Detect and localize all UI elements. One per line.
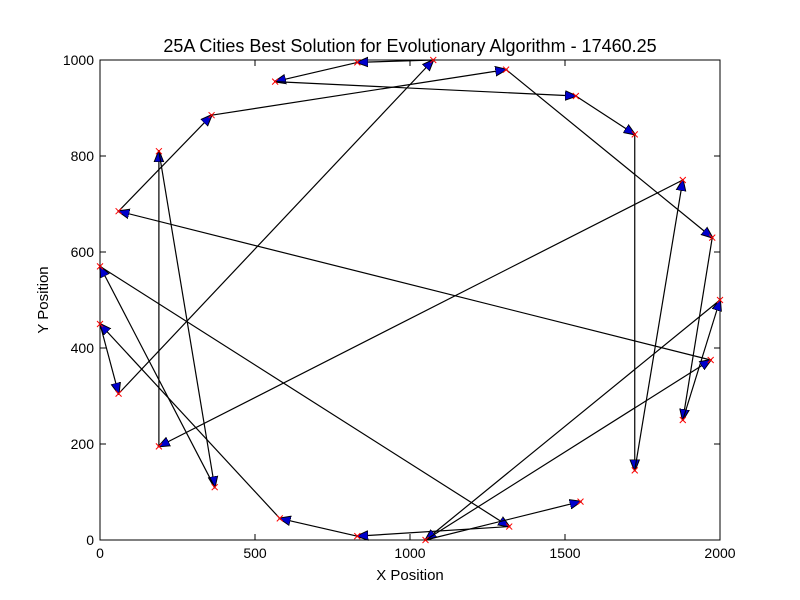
y-axis: 0 200 400 600 800 1000 (63, 52, 720, 548)
route-segment (211, 70, 507, 116)
city-point (679, 176, 687, 184)
x-tick-label: 1500 (549, 545, 580, 561)
city-point (276, 515, 284, 522)
route-segment (275, 61, 358, 81)
y-tick-label: 600 (71, 244, 95, 260)
x-tick-label: 500 (243, 545, 267, 561)
route-segment (357, 60, 434, 62)
city-point (429, 56, 437, 64)
city-point (96, 320, 104, 328)
route-segment (683, 237, 713, 420)
city-point (211, 483, 219, 491)
city-point (422, 536, 429, 544)
city-point (155, 443, 163, 450)
city-point (505, 523, 513, 530)
city-point (707, 356, 715, 364)
city-point (708, 234, 716, 241)
y-tick-label: 0 (86, 532, 94, 548)
route-lines (100, 60, 720, 540)
city-point (115, 207, 122, 215)
city-point (353, 532, 361, 540)
route-segment (575, 95, 635, 134)
plot-area (99, 59, 721, 541)
city-point (631, 467, 639, 474)
city-point (208, 111, 215, 119)
route-segment (634, 180, 683, 471)
route-segment (275, 81, 576, 96)
city-point (572, 92, 580, 100)
x-tick-label: 2000 (704, 545, 735, 561)
route-segment (426, 299, 721, 540)
route-segment (425, 360, 711, 541)
route-segment (118, 60, 434, 395)
city-point (353, 59, 361, 66)
city-point (96, 263, 104, 270)
x-axis: 0 500 1000 1500 2000 (96, 60, 736, 561)
route-segment (119, 211, 711, 361)
city-point (271, 78, 279, 85)
city-point (155, 147, 163, 155)
route-segment (425, 502, 581, 541)
route-segment (100, 266, 216, 488)
city-point (679, 416, 687, 424)
y-tick-label: 400 (71, 340, 95, 356)
y-tick-label: 1000 (63, 52, 94, 68)
route-segment (158, 151, 215, 487)
city-markers (96, 56, 724, 544)
chart-title: 25A Cities Best Solution for Evolutionar… (163, 36, 656, 56)
route-segment (280, 518, 358, 537)
route-segment (99, 265, 509, 526)
route-segment (505, 69, 712, 238)
x-tick-label: 0 (96, 545, 104, 561)
y-tick-label: 200 (71, 436, 95, 452)
route-segment (118, 115, 212, 212)
city-point (631, 131, 639, 138)
route-segment (100, 324, 281, 519)
y-axis-label: Y Position (35, 266, 52, 333)
city-point (502, 66, 510, 73)
y-tick-label: 800 (71, 148, 95, 164)
city-point (716, 296, 724, 304)
city-point (577, 498, 584, 505)
x-tick-label: 1000 (394, 545, 425, 561)
x-axis-label: X Position (376, 567, 444, 584)
route-segment (159, 179, 684, 446)
city-point (115, 390, 122, 397)
